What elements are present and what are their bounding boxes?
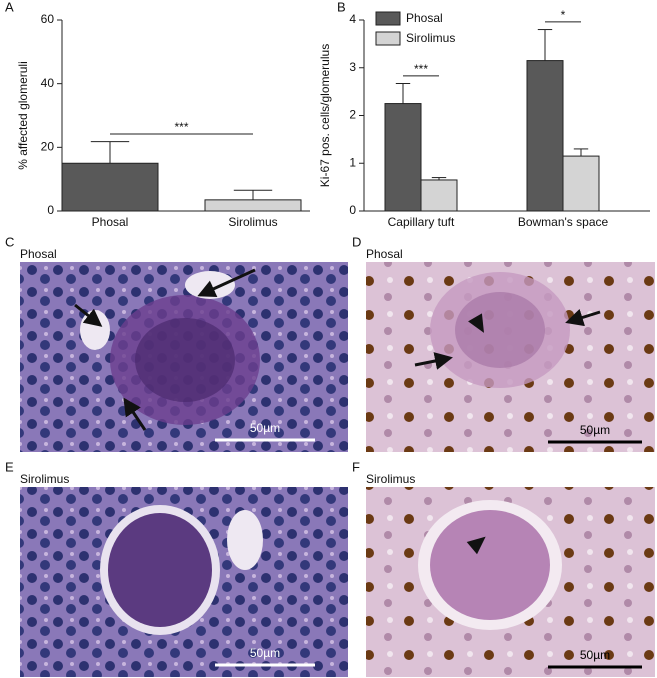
scale-bar-label: 50µm xyxy=(580,648,610,662)
y-tick-label: 40 xyxy=(41,76,55,90)
y-tick-label: 0 xyxy=(349,203,356,217)
x-tick-label: Sirolimus xyxy=(228,215,277,229)
scale-bar-label: 50µm xyxy=(250,421,280,435)
y-tick-label: 60 xyxy=(41,12,55,26)
bar xyxy=(526,60,564,212)
panel-title: Sirolimus xyxy=(366,472,415,486)
significance-label: *** xyxy=(174,120,188,134)
bar xyxy=(204,199,302,212)
scale-bar-label: 50µm xyxy=(580,423,610,437)
y-tick-label: 1 xyxy=(349,155,356,169)
x-tick-label: Bowman's space xyxy=(518,215,609,229)
y-tick-label: 2 xyxy=(349,108,356,122)
x-tick-label: Phosal xyxy=(92,215,129,229)
y-tick-label: 4 xyxy=(349,12,356,26)
significance-label: *** xyxy=(414,62,428,76)
legend-label: Sirolimus xyxy=(406,31,455,45)
micrograph-c xyxy=(20,262,348,452)
y-tick-label: 20 xyxy=(41,140,55,154)
significance-label: * xyxy=(561,8,566,22)
x-tick-label: Capillary tuft xyxy=(388,215,455,229)
bar xyxy=(420,179,458,212)
panel-label: E xyxy=(5,459,14,474)
panel-label: A xyxy=(5,0,14,14)
legend-swatch xyxy=(375,11,401,26)
panel-title: Phosal xyxy=(366,247,403,261)
micrograph-d xyxy=(366,262,655,452)
panel-label: C xyxy=(5,234,14,249)
bar xyxy=(61,162,159,212)
panel-label: B xyxy=(337,0,346,14)
y-axis-label: % affected glomeruli xyxy=(16,61,30,170)
y-tick-label: 0 xyxy=(47,203,54,217)
y-tick-label: 3 xyxy=(349,60,356,74)
y-axis-label: Ki-67 pos. cells/glomerulus xyxy=(318,44,332,187)
bar xyxy=(562,155,600,212)
panel-title: Sirolimus xyxy=(20,472,69,486)
panel-label: D xyxy=(352,234,361,249)
micrograph-e xyxy=(20,487,348,677)
panel-title: Phosal xyxy=(20,247,57,261)
legend-swatch xyxy=(375,31,401,46)
panel-label: F xyxy=(352,459,360,474)
scale-bar-label: 50µm xyxy=(250,646,280,660)
legend-label: Phosal xyxy=(406,11,443,25)
bar xyxy=(384,103,422,212)
micrograph-f xyxy=(366,487,655,677)
